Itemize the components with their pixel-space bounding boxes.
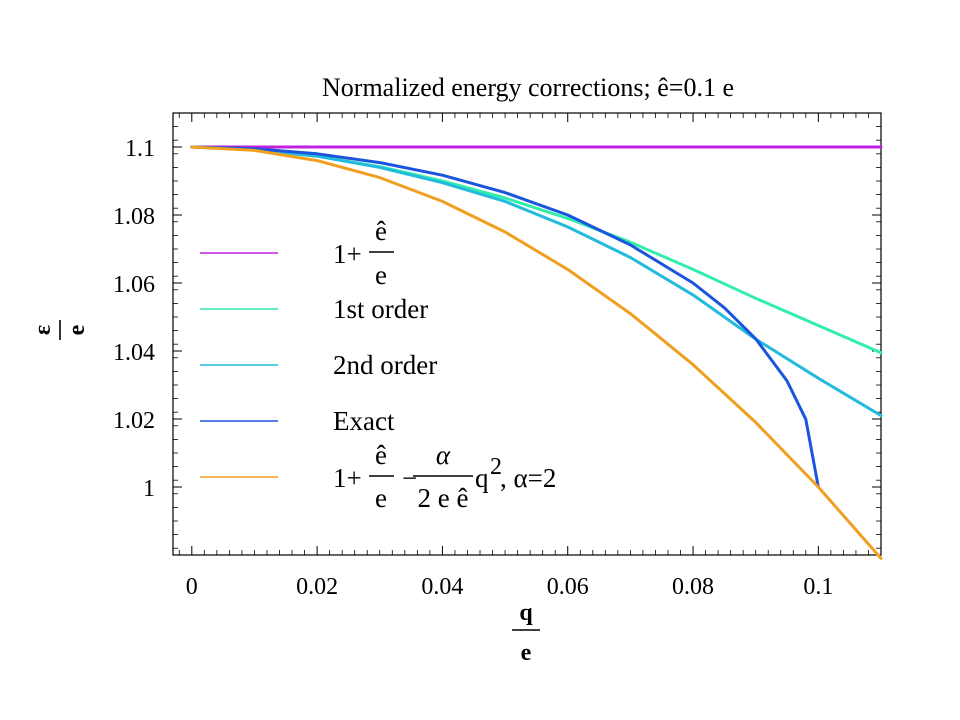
legend-label-3: 2nd order (333, 350, 437, 380)
legend-label-5-den2: 2 e ê (418, 483, 469, 513)
y-axis-label-numerator: ε (30, 325, 56, 335)
legend-entry-1: 1+ ê e (200, 216, 394, 290)
y-axis-label-denominator: e (64, 324, 90, 335)
x-tick-label: 0.08 (672, 574, 714, 600)
legend-entry-4: Exact (200, 406, 395, 436)
legend: 1+ ê e 1st order 2nd order Exact 1+ ê e … (200, 216, 556, 513)
y-tick-label: 1.02 (113, 408, 155, 434)
y-axis-label: ε e (30, 320, 90, 340)
y-tick-label: 1.04 (113, 340, 155, 366)
series-line-5 (190, 145, 883, 560)
legend-label-5-lead: 1+ (333, 463, 362, 493)
x-axis-label-numerator: q (519, 600, 533, 626)
y-tick-label: 1 (143, 476, 155, 502)
y-tick-labels: 1 1.02 1.04 1.06 1.08 1.1 (113, 136, 155, 502)
x-tick-label: 0.02 (296, 574, 338, 600)
legend-label-5-den: e (375, 483, 387, 513)
legend-label-1-num: ê (375, 216, 387, 246)
series-group (190, 145, 883, 560)
x-axis-label: q e (512, 600, 540, 666)
x-axis-label-denominator: e (521, 640, 532, 666)
legend-label-5-num: ê (375, 440, 387, 470)
x-tick-label: 0.04 (421, 574, 463, 600)
x-tick-labels: 0 0.02 0.04 0.06 0.08 0.1 (186, 574, 834, 600)
x-tick-label: 0.1 (803, 574, 833, 600)
y-tick-label: 1.1 (125, 136, 155, 162)
axis-ticks (173, 113, 882, 555)
legend-entry-5: 1+ ê e − α 2 e ê q 2 , α=2 (200, 440, 556, 513)
legend-label-1-den: e (375, 260, 387, 290)
legend-label-5-minus: − (402, 463, 417, 493)
legend-label-2: 1st order (333, 294, 428, 324)
series-line-4 (190, 145, 820, 489)
plot-frame (172, 112, 882, 556)
legend-label-4: Exact (333, 406, 395, 436)
legend-entry-2: 1st order (200, 294, 428, 324)
legend-label-5-tail: q (475, 463, 489, 493)
legend-label-5-sup: 2 (490, 454, 502, 480)
legend-label-1-lead: 1+ (333, 239, 362, 269)
y-tick-label: 1.08 (113, 204, 155, 230)
series-line-3 (190, 145, 883, 418)
y-tick-label: 1.06 (113, 272, 155, 298)
x-tick-label: 0 (186, 574, 198, 600)
legend-label-5-alpha: , α=2 (500, 463, 556, 493)
chart-title: Normalized energy corrections; ê=0.1 e (322, 73, 734, 102)
legend-entry-3: 2nd order (200, 350, 437, 380)
legend-label-5-num2: α (436, 440, 451, 470)
x-tick-label: 0.06 (547, 574, 589, 600)
